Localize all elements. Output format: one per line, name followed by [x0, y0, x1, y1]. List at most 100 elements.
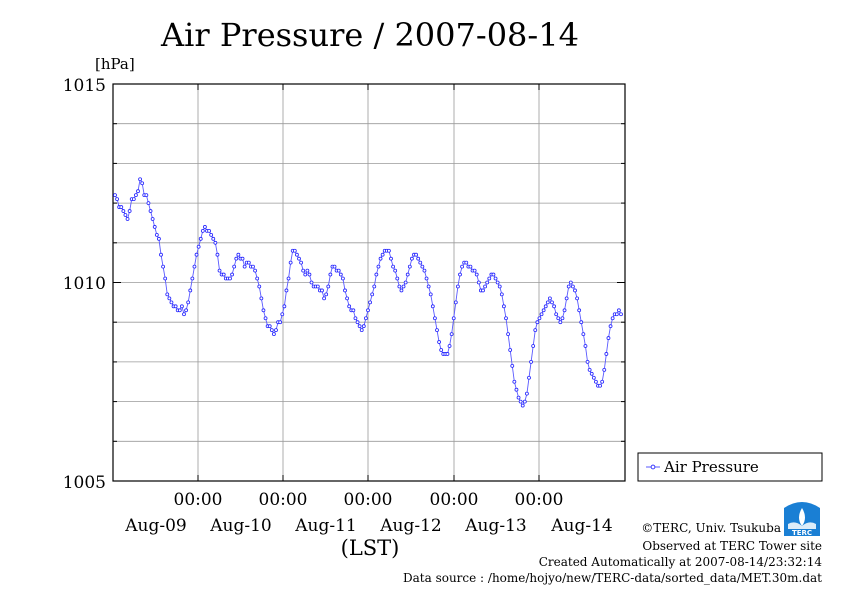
x-tick-time-label: 00:00 — [515, 490, 564, 510]
data-point — [397, 284, 402, 289]
data-point — [399, 288, 404, 293]
data-point — [581, 332, 586, 337]
data-point — [472, 268, 477, 273]
data-point — [119, 205, 124, 209]
data-point — [376, 264, 381, 269]
data-point — [573, 288, 577, 293]
data-point — [550, 300, 554, 305]
data-point — [136, 189, 140, 194]
data-point — [568, 280, 573, 285]
data-point — [338, 272, 343, 277]
data-point — [414, 252, 418, 257]
y-tick-label-1015: 1015 — [63, 76, 106, 96]
data-point — [194, 252, 199, 257]
logo-text: TERC — [792, 529, 812, 537]
data-point — [251, 264, 255, 269]
data-point — [460, 264, 464, 269]
data-point — [123, 213, 128, 217]
data-point — [453, 300, 458, 305]
data-point — [420, 264, 425, 269]
data-point — [127, 209, 132, 213]
data-point — [148, 209, 153, 213]
data-point — [619, 312, 623, 317]
data-point — [545, 300, 550, 305]
data-point — [263, 316, 268, 321]
data-point — [562, 308, 567, 313]
data-point — [587, 367, 592, 372]
data-point — [236, 252, 241, 257]
x-day-label: Aug-11 — [294, 516, 356, 536]
data-point — [445, 352, 450, 356]
data-point — [512, 379, 517, 384]
data-point — [144, 193, 149, 198]
data-point — [535, 320, 540, 325]
data-point — [221, 272, 226, 277]
data-point — [165, 292, 170, 297]
data-point — [282, 304, 287, 309]
data-point — [495, 280, 500, 285]
data-point — [328, 272, 333, 277]
data-point — [485, 280, 490, 285]
data-point — [320, 288, 324, 293]
data-point — [299, 260, 303, 265]
data-point — [186, 300, 191, 305]
data-point — [422, 268, 427, 273]
x-day-label: Aug-14 — [550, 516, 612, 536]
data-point — [347, 304, 352, 309]
data-point — [502, 304, 506, 309]
data-point — [474, 272, 479, 277]
data-point — [506, 332, 510, 337]
data-point — [468, 264, 473, 269]
data-point — [585, 359, 590, 364]
data-point — [510, 363, 515, 368]
data-point — [407, 264, 412, 269]
data-point — [140, 181, 145, 186]
data-point — [184, 308, 188, 313]
data-point — [257, 284, 262, 289]
data-point — [608, 324, 613, 329]
data-point — [138, 177, 142, 182]
data-point — [539, 312, 544, 317]
data-point — [177, 308, 182, 313]
data-point — [301, 268, 306, 273]
data-point — [332, 264, 337, 269]
data-point — [405, 272, 410, 277]
data-point — [395, 276, 400, 281]
data-point — [374, 272, 379, 277]
data-point — [131, 197, 136, 202]
legend-marker-swatch — [650, 464, 656, 470]
data-point — [209, 232, 214, 237]
x-axis-label: (LST) — [341, 536, 400, 560]
data-point — [430, 304, 435, 309]
data-point — [364, 316, 368, 321]
terc-logo-icon: TERC — [784, 502, 820, 537]
data-point — [154, 232, 159, 237]
data-point — [504, 316, 508, 321]
data-point — [393, 268, 398, 273]
data-point — [134, 193, 138, 198]
footer-created: Created Automatically at 2007-08-14/23:3… — [539, 555, 823, 569]
data-point — [481, 288, 485, 293]
data-point — [606, 336, 611, 340]
data-point — [368, 300, 372, 305]
data-point — [200, 228, 205, 233]
data-point — [255, 276, 260, 281]
grid-lines — [113, 84, 625, 481]
data-point — [437, 340, 441, 344]
data-point — [531, 344, 536, 348]
data-point — [428, 292, 433, 297]
data-point — [564, 296, 569, 301]
data-point — [115, 197, 119, 202]
data-point — [560, 316, 565, 321]
footer-copyright: ©TERC, Univ. Tsukuba — [641, 521, 781, 535]
data-point — [232, 264, 237, 269]
x-tick-time-label: 00:00 — [174, 490, 223, 510]
data-point — [173, 304, 178, 309]
data-point — [380, 252, 385, 257]
data-point — [456, 284, 460, 289]
data-point — [125, 217, 130, 221]
data-point — [286, 276, 291, 281]
data-point — [543, 304, 548, 309]
data-point — [378, 256, 383, 261]
